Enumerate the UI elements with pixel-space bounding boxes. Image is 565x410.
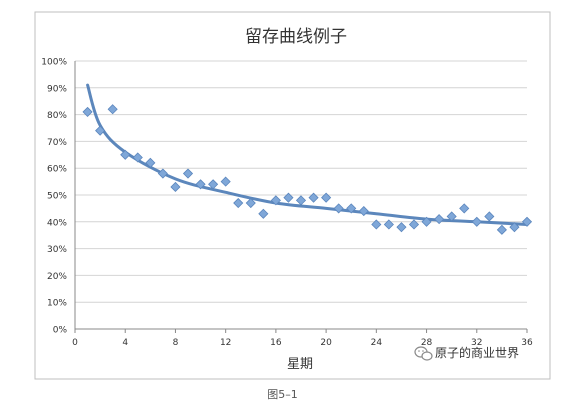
data-points-layer <box>82 104 533 235</box>
figure-caption: 图5–1 <box>267 388 298 401</box>
x-tick-label: 12 <box>220 338 231 348</box>
y-tick-label: 50% <box>47 192 67 202</box>
data-point <box>521 216 533 227</box>
data-point <box>321 192 332 203</box>
y-tick-label: 0% <box>53 326 68 336</box>
chart-title: 留存曲线例子 <box>245 27 347 47</box>
data-point <box>396 222 407 233</box>
data-point <box>408 219 420 230</box>
data-point <box>82 106 93 117</box>
y-tick-label: 100% <box>41 58 67 68</box>
data-point <box>295 195 307 206</box>
data-point <box>220 176 231 187</box>
data-point <box>383 219 394 230</box>
data-point <box>258 208 269 219</box>
chart-gridlines <box>75 60 527 303</box>
x-tick-label: 0 <box>72 338 78 348</box>
x-axis-label: 星期 <box>287 357 313 372</box>
data-point <box>496 224 507 235</box>
data-point <box>107 104 118 115</box>
data-point <box>145 157 156 168</box>
data-point <box>459 203 470 214</box>
data-point <box>270 195 281 206</box>
data-point <box>195 179 206 190</box>
data-point <box>371 219 382 230</box>
data-point <box>233 197 244 209</box>
x-tick-label: 20 <box>320 338 332 348</box>
x-tick-label: 16 <box>270 338 282 348</box>
chart-axes <box>74 61 528 333</box>
watermark: 原子的商业世界 <box>414 345 519 361</box>
y-tick-label: 20% <box>47 272 67 282</box>
y-tick-label: 10% <box>47 299 67 309</box>
y-tick-label: 60% <box>47 165 67 175</box>
data-point <box>283 192 294 203</box>
data-point <box>132 152 143 163</box>
data-point <box>120 149 131 160</box>
watermark-text: 原子的商业世界 <box>435 345 519 360</box>
data-point <box>208 179 219 190</box>
y-axis-tick-labels: 0% 10% 20% 30% 40% 50% 60% 70% 80% 90% 100% <box>41 58 67 336</box>
x-tick-label: 28 <box>421 338 433 348</box>
x-tick-label: 24 <box>371 338 383 348</box>
y-tick-label: 90% <box>47 84 67 94</box>
data-point <box>308 192 319 203</box>
data-point <box>170 181 181 193</box>
y-tick-label: 30% <box>47 245 67 255</box>
data-point <box>157 168 168 179</box>
y-tick-label: 40% <box>47 218 67 228</box>
data-point <box>471 216 482 227</box>
data-point <box>484 211 495 222</box>
x-tick-label: 36 <box>521 338 533 348</box>
y-tick-label: 80% <box>47 111 67 121</box>
data-point <box>421 216 432 227</box>
data-point <box>509 222 520 233</box>
data-point <box>95 125 106 136</box>
data-point <box>333 203 344 214</box>
x-tick-label: 8 <box>173 338 179 348</box>
data-point <box>358 206 369 217</box>
x-tick-label: 4 <box>122 338 128 348</box>
wechat-icon <box>414 346 433 361</box>
x-axis-tick-labels: 0 4 8 12 16 20 24 28 32 36 <box>72 338 533 348</box>
x-tick-label: 32 <box>471 338 482 348</box>
y-tick-label: 70% <box>47 138 67 148</box>
data-point <box>182 168 194 179</box>
data-point <box>434 214 445 225</box>
data-point <box>446 211 457 222</box>
data-point <box>245 197 256 209</box>
data-point <box>346 203 357 214</box>
